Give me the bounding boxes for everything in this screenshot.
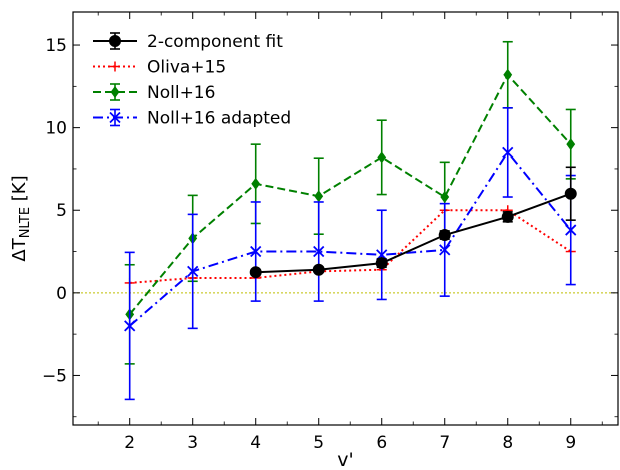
data-point [503,68,513,81]
series-line [255,192,572,274]
data-point [109,111,121,124]
data-point [440,190,450,204]
data-point [110,85,120,99]
legend-label: 2-component fit [147,32,283,52]
y-tick-label: 10 [45,119,67,139]
data-point [249,266,262,279]
data-point [251,177,261,190]
x-tick-label: 2 [124,433,135,453]
data-point-b [439,244,451,256]
data-point [566,138,576,151]
data-point [502,146,514,159]
data-point [377,151,387,164]
data-point-b [250,245,262,258]
data-point [314,190,324,203]
data-point-b [313,245,325,258]
x-tick-label: 8 [502,433,513,453]
y-tick-label: 0 [56,284,67,304]
y-tick-label: 5 [56,201,67,221]
plot-frame [72,11,619,426]
series-line [129,209,572,284]
x-tick-label: 4 [250,433,261,453]
y-axis-label-sub: NLTE [18,207,33,238]
data-point-b [502,146,514,159]
data-point-b [109,111,121,124]
legend: 2-component fit Oliva+15 Noll+16 Noll+16 ad… [93,32,291,129]
series-noll-16-adapted [124,107,577,401]
y-axis-label: ΔTNLTE [K] [9,175,33,261]
data-point [187,265,199,278]
y-tick-label: 15 [45,36,67,56]
series-layer [124,40,577,401]
series-2-component-fit [249,166,577,279]
y-tick-label: −5 [42,366,67,386]
data-point [375,257,388,270]
x-tick-label: 5 [313,433,324,453]
data-point [564,187,577,200]
y-axis-label-unit: [K] [9,175,30,207]
legend-label: Noll+16 adapted [147,109,291,129]
data-point [250,245,262,258]
data-point [439,244,451,256]
legend-label: Noll+16 [147,83,215,103]
y-axis-label-main: ΔT [9,237,30,261]
series-line [128,73,572,315]
x-axis-label: v' [337,449,353,470]
data-point [110,61,120,72]
legend-item-noll-16: Noll+16 [93,83,215,103]
legend-label: Oliva+15 [147,58,226,78]
data-point-b [187,265,199,278]
data-point [109,35,121,47]
data-point [565,224,577,236]
data-point [313,245,325,258]
data-point [312,263,325,276]
x-tick-label: 9 [565,433,576,453]
x-tick-label: 6 [376,433,387,453]
data-point [501,210,514,223]
data-point [124,320,136,332]
data-point-b [124,320,136,332]
legend-item-2-component-fit: 2-component fit [93,32,283,52]
series-line [129,150,572,327]
axis-ticks: 2 3 4 5 6 7 8 9 −5 0 5 10 15 [42,12,618,453]
data-point-b [565,224,577,236]
legend-item-oliva-15: Oliva+15 [93,58,226,78]
x-tick-label: 3 [187,433,198,453]
data-point [438,229,451,242]
legend-item-noll-16-adapted: Noll+16 adapted [93,109,291,129]
x-tick-label: 7 [439,433,450,453]
